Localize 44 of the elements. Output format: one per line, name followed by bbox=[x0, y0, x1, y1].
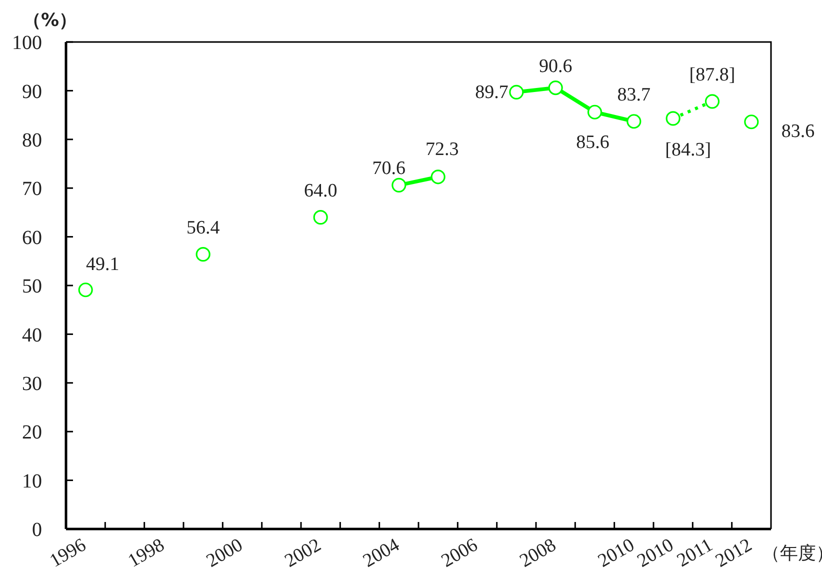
x-tick-label: 2000 bbox=[202, 534, 246, 572]
x-tick-label: 2006 bbox=[438, 534, 482, 572]
data-label: 64.0 bbox=[304, 180, 338, 201]
point bbox=[626, 114, 642, 129]
data-label: 49.1 bbox=[86, 253, 120, 274]
y-tick-label: 10 bbox=[22, 470, 42, 492]
point bbox=[78, 282, 93, 298]
point bbox=[313, 210, 328, 225]
y-tick-label: 20 bbox=[22, 422, 42, 444]
data-label: 70.6 bbox=[372, 158, 406, 179]
y-tick-label: 40 bbox=[22, 324, 42, 346]
point bbox=[548, 80, 563, 96]
y-tick-label: 0 bbox=[32, 519, 42, 542]
data-label: 85.6 bbox=[576, 132, 610, 153]
y-tick-label: 70 bbox=[22, 178, 42, 200]
x-tick-label: 1996 bbox=[46, 534, 90, 572]
point bbox=[196, 247, 210, 262]
x-tick-label: 2002 bbox=[281, 534, 325, 572]
data-label: 83.6 bbox=[781, 120, 815, 142]
point bbox=[509, 84, 524, 100]
y-axis-title: （%） bbox=[22, 10, 78, 30]
x-axis-title: （年度） bbox=[762, 542, 822, 564]
point bbox=[392, 178, 406, 192]
y-tick-label: 50 bbox=[22, 276, 42, 298]
y-tick-label: 100 bbox=[12, 32, 42, 54]
data-label: [84.3] bbox=[665, 138, 712, 160]
x-tick-label: 2008 bbox=[516, 534, 560, 572]
data-label: 72.3 bbox=[425, 138, 459, 160]
x-tick-label: 2004 bbox=[360, 534, 404, 572]
point bbox=[704, 94, 720, 109]
point bbox=[666, 111, 680, 126]
point bbox=[587, 104, 602, 120]
data-label: [87.8] bbox=[689, 64, 736, 85]
y-tick-label: 30 bbox=[22, 373, 42, 395]
data-label: 90.6 bbox=[538, 55, 572, 76]
data-label: 83.7 bbox=[617, 84, 651, 105]
data-label: 56.4 bbox=[186, 216, 220, 238]
y-tick-label: 80 bbox=[22, 130, 42, 152]
y-tick-label: 90 bbox=[22, 80, 42, 103]
point bbox=[430, 170, 446, 184]
data-label: 89.7 bbox=[475, 82, 508, 103]
y-tick-label: 60 bbox=[22, 226, 42, 249]
x-tick-label: 1998 bbox=[124, 534, 168, 572]
point bbox=[744, 114, 759, 130]
